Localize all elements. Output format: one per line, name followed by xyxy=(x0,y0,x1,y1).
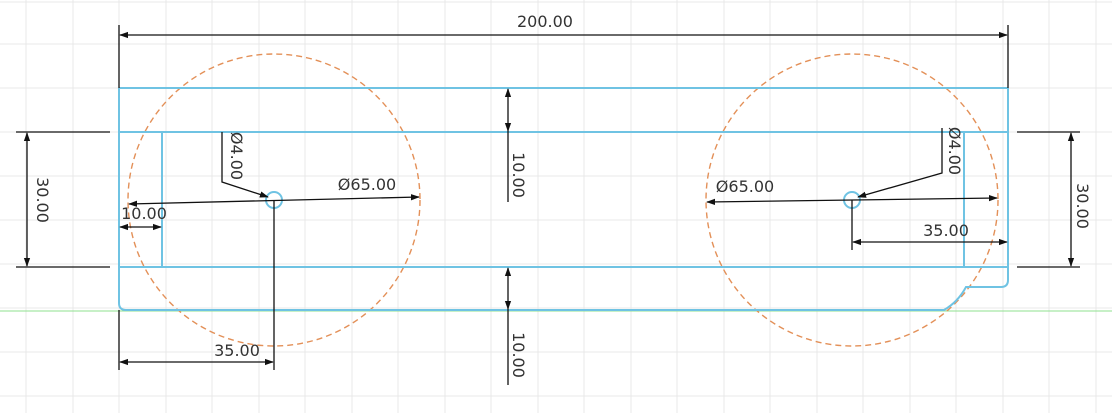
right-hole-leader[interactable] xyxy=(857,128,943,198)
center-bottom-gap-label[interactable]: 10.00 xyxy=(509,332,528,378)
dimension-lines xyxy=(16,25,1080,385)
left-inset-label[interactable]: 10.00 xyxy=(121,204,167,223)
left-construction-circle[interactable] xyxy=(127,53,421,347)
left-hole-leader[interactable] xyxy=(221,132,269,198)
bottom-outer-edge[interactable] xyxy=(118,88,1009,311)
right-height-label[interactable]: 30.00 xyxy=(1073,183,1092,229)
right-circle-diameter-label[interactable]: Ø65.00 xyxy=(716,177,774,196)
left-hole-diameter-label[interactable]: Ø4.00 xyxy=(227,132,246,180)
sketch-profile[interactable] xyxy=(118,87,1009,311)
left-hole-offset-label[interactable]: 35.00 xyxy=(214,341,260,360)
overall-width-label[interactable]: 200.00 xyxy=(517,12,573,31)
center-top-gap-label[interactable]: 10.00 xyxy=(509,152,528,198)
left-height-label[interactable]: 30.00 xyxy=(33,177,52,223)
right-hole-diameter-label[interactable]: Ø4.00 xyxy=(945,127,964,175)
dimension-labels: 200.00 30.00 30.00 10.00 10.00 Ø65.00 Ø6… xyxy=(33,12,1092,378)
left-circle-diameter-label[interactable]: Ø65.00 xyxy=(338,175,396,194)
right-construction-circle[interactable] xyxy=(705,53,999,347)
right-hole-offset-label[interactable]: 35.00 xyxy=(923,221,969,240)
